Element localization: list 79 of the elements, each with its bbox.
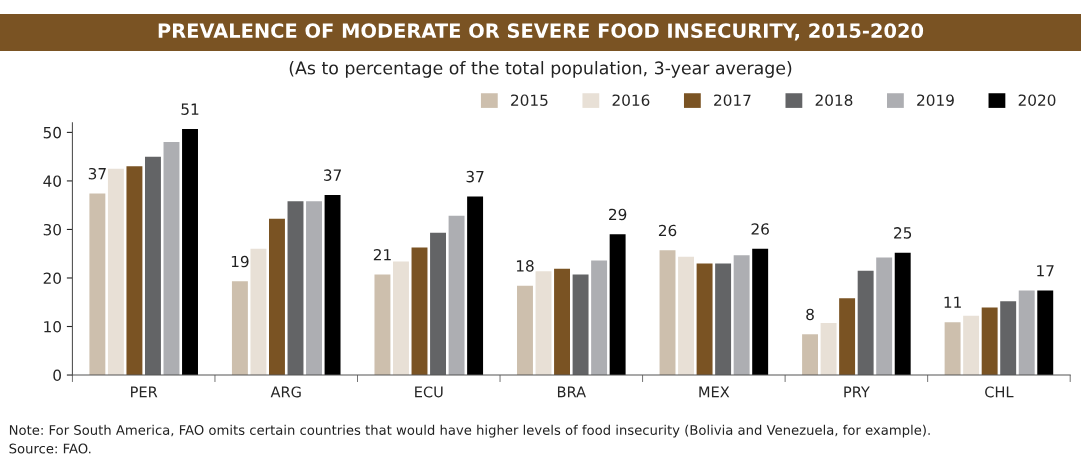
bar (374, 274, 391, 376)
bar (820, 323, 837, 376)
data-label: 37 (88, 167, 106, 180)
legend-label: 2018 (815, 94, 853, 106)
data-label: 11 (944, 296, 961, 308)
text: Note: For South America, FAO omits certain countries that would have higher levels of food insecurity (Bolivia and Venezuela, for example). (9, 424, 930, 438)
data-label: 21 (373, 248, 391, 261)
x-tick-label: ARG (270, 386, 301, 398)
bar (89, 193, 106, 376)
y-tick-label: 0 (53, 369, 61, 382)
y-tick-label: 10 (44, 320, 61, 333)
legend-label: 2016 (612, 94, 650, 106)
bar (733, 255, 750, 376)
bar (411, 247, 428, 376)
bar (269, 218, 285, 376)
bar (944, 322, 961, 376)
bar (1000, 301, 1017, 376)
bar (306, 201, 322, 376)
bar (554, 268, 571, 376)
bar (981, 307, 998, 376)
data-label: 37 (466, 170, 484, 183)
bar (467, 196, 484, 376)
bar (535, 271, 552, 376)
bar (448, 215, 465, 376)
bar (182, 129, 198, 376)
data-label: 18 (516, 260, 534, 272)
bar (802, 334, 819, 376)
legend-label: 2019 (917, 94, 954, 106)
bar (231, 281, 248, 376)
bar (163, 142, 180, 376)
bar (659, 250, 676, 376)
bar (1018, 290, 1035, 376)
source-note: Source: FAO. (9, 443, 91, 454)
bar (572, 274, 589, 376)
y-tick-label: 20 (43, 272, 61, 284)
y-tick-label: 50 (43, 126, 61, 139)
bar (963, 315, 980, 376)
bar (678, 256, 695, 376)
x-tick-label: BRA (557, 386, 586, 398)
legend-label: 2015 (511, 94, 548, 106)
data-label: 26 (658, 224, 677, 237)
data-label: 17 (1037, 265, 1054, 277)
bar (517, 285, 533, 376)
y-tick-label: 40 (43, 175, 61, 187)
bar (894, 252, 911, 376)
bar (715, 263, 732, 376)
bar (144, 156, 161, 376)
bar (250, 248, 267, 376)
bar (393, 261, 409, 376)
bar (287, 201, 304, 376)
bar (591, 260, 608, 376)
x-tick-label: PRY (844, 386, 870, 398)
data-label: 26 (751, 223, 769, 235)
bar (1037, 290, 1054, 376)
bar (857, 270, 874, 376)
chart-subtitle: (As to percentage of the total population, 3-year average) (289, 61, 792, 78)
legend-label: 2017 (714, 94, 751, 106)
bar (839, 298, 856, 376)
legend-label: 2020 (1018, 94, 1056, 106)
y-tick-label: 30 (43, 223, 61, 236)
bar (126, 166, 143, 376)
bar (876, 257, 893, 376)
data-label: 25 (894, 227, 912, 239)
data-label: 37 (324, 169, 341, 181)
x-tick-label: MEX (699, 386, 730, 398)
chart-title: PREVALENCE OF MODERATE OR SEVERE FOOD INSECURITY, 2015-2020 (158, 23, 924, 41)
data-label: 51 (181, 103, 199, 115)
data-label: 29 (609, 208, 627, 221)
x-tick-label: PER (131, 386, 158, 398)
bar (609, 234, 626, 376)
x-tick-label: ECU (415, 386, 443, 398)
bar (752, 248, 769, 376)
x-tick-label: CHL (985, 386, 1014, 398)
bar (107, 168, 124, 376)
bar (696, 263, 713, 376)
data-label: 19 (231, 255, 249, 268)
bar (324, 195, 341, 376)
data-label: 8 (806, 308, 814, 321)
bar (430, 232, 446, 376)
